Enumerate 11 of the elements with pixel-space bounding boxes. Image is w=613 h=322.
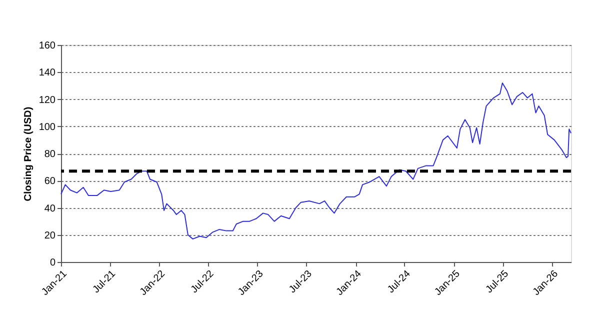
y-tick-label: 0 [50, 258, 56, 268]
y-tick-label: 120 [38, 94, 56, 106]
y-axis-title: Closing Price (USD) [22, 106, 34, 202]
y-tick-label: 100 [38, 122, 56, 133]
line-series [60, 82, 572, 240]
y-tick-label: 60 [44, 176, 56, 188]
y-tick-label: 140 [38, 68, 56, 79]
y-tick-label: 80 [44, 149, 56, 160]
y-tick-label: 160 [38, 40, 56, 52]
y-tick-label: 40 [44, 203, 56, 214]
y-tick-label: 20 [44, 230, 56, 242]
